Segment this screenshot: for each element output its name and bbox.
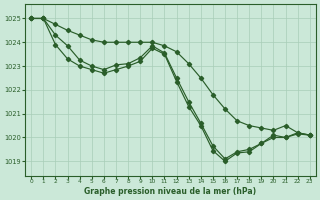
X-axis label: Graphe pression niveau de la mer (hPa): Graphe pression niveau de la mer (hPa) [84, 187, 257, 196]
